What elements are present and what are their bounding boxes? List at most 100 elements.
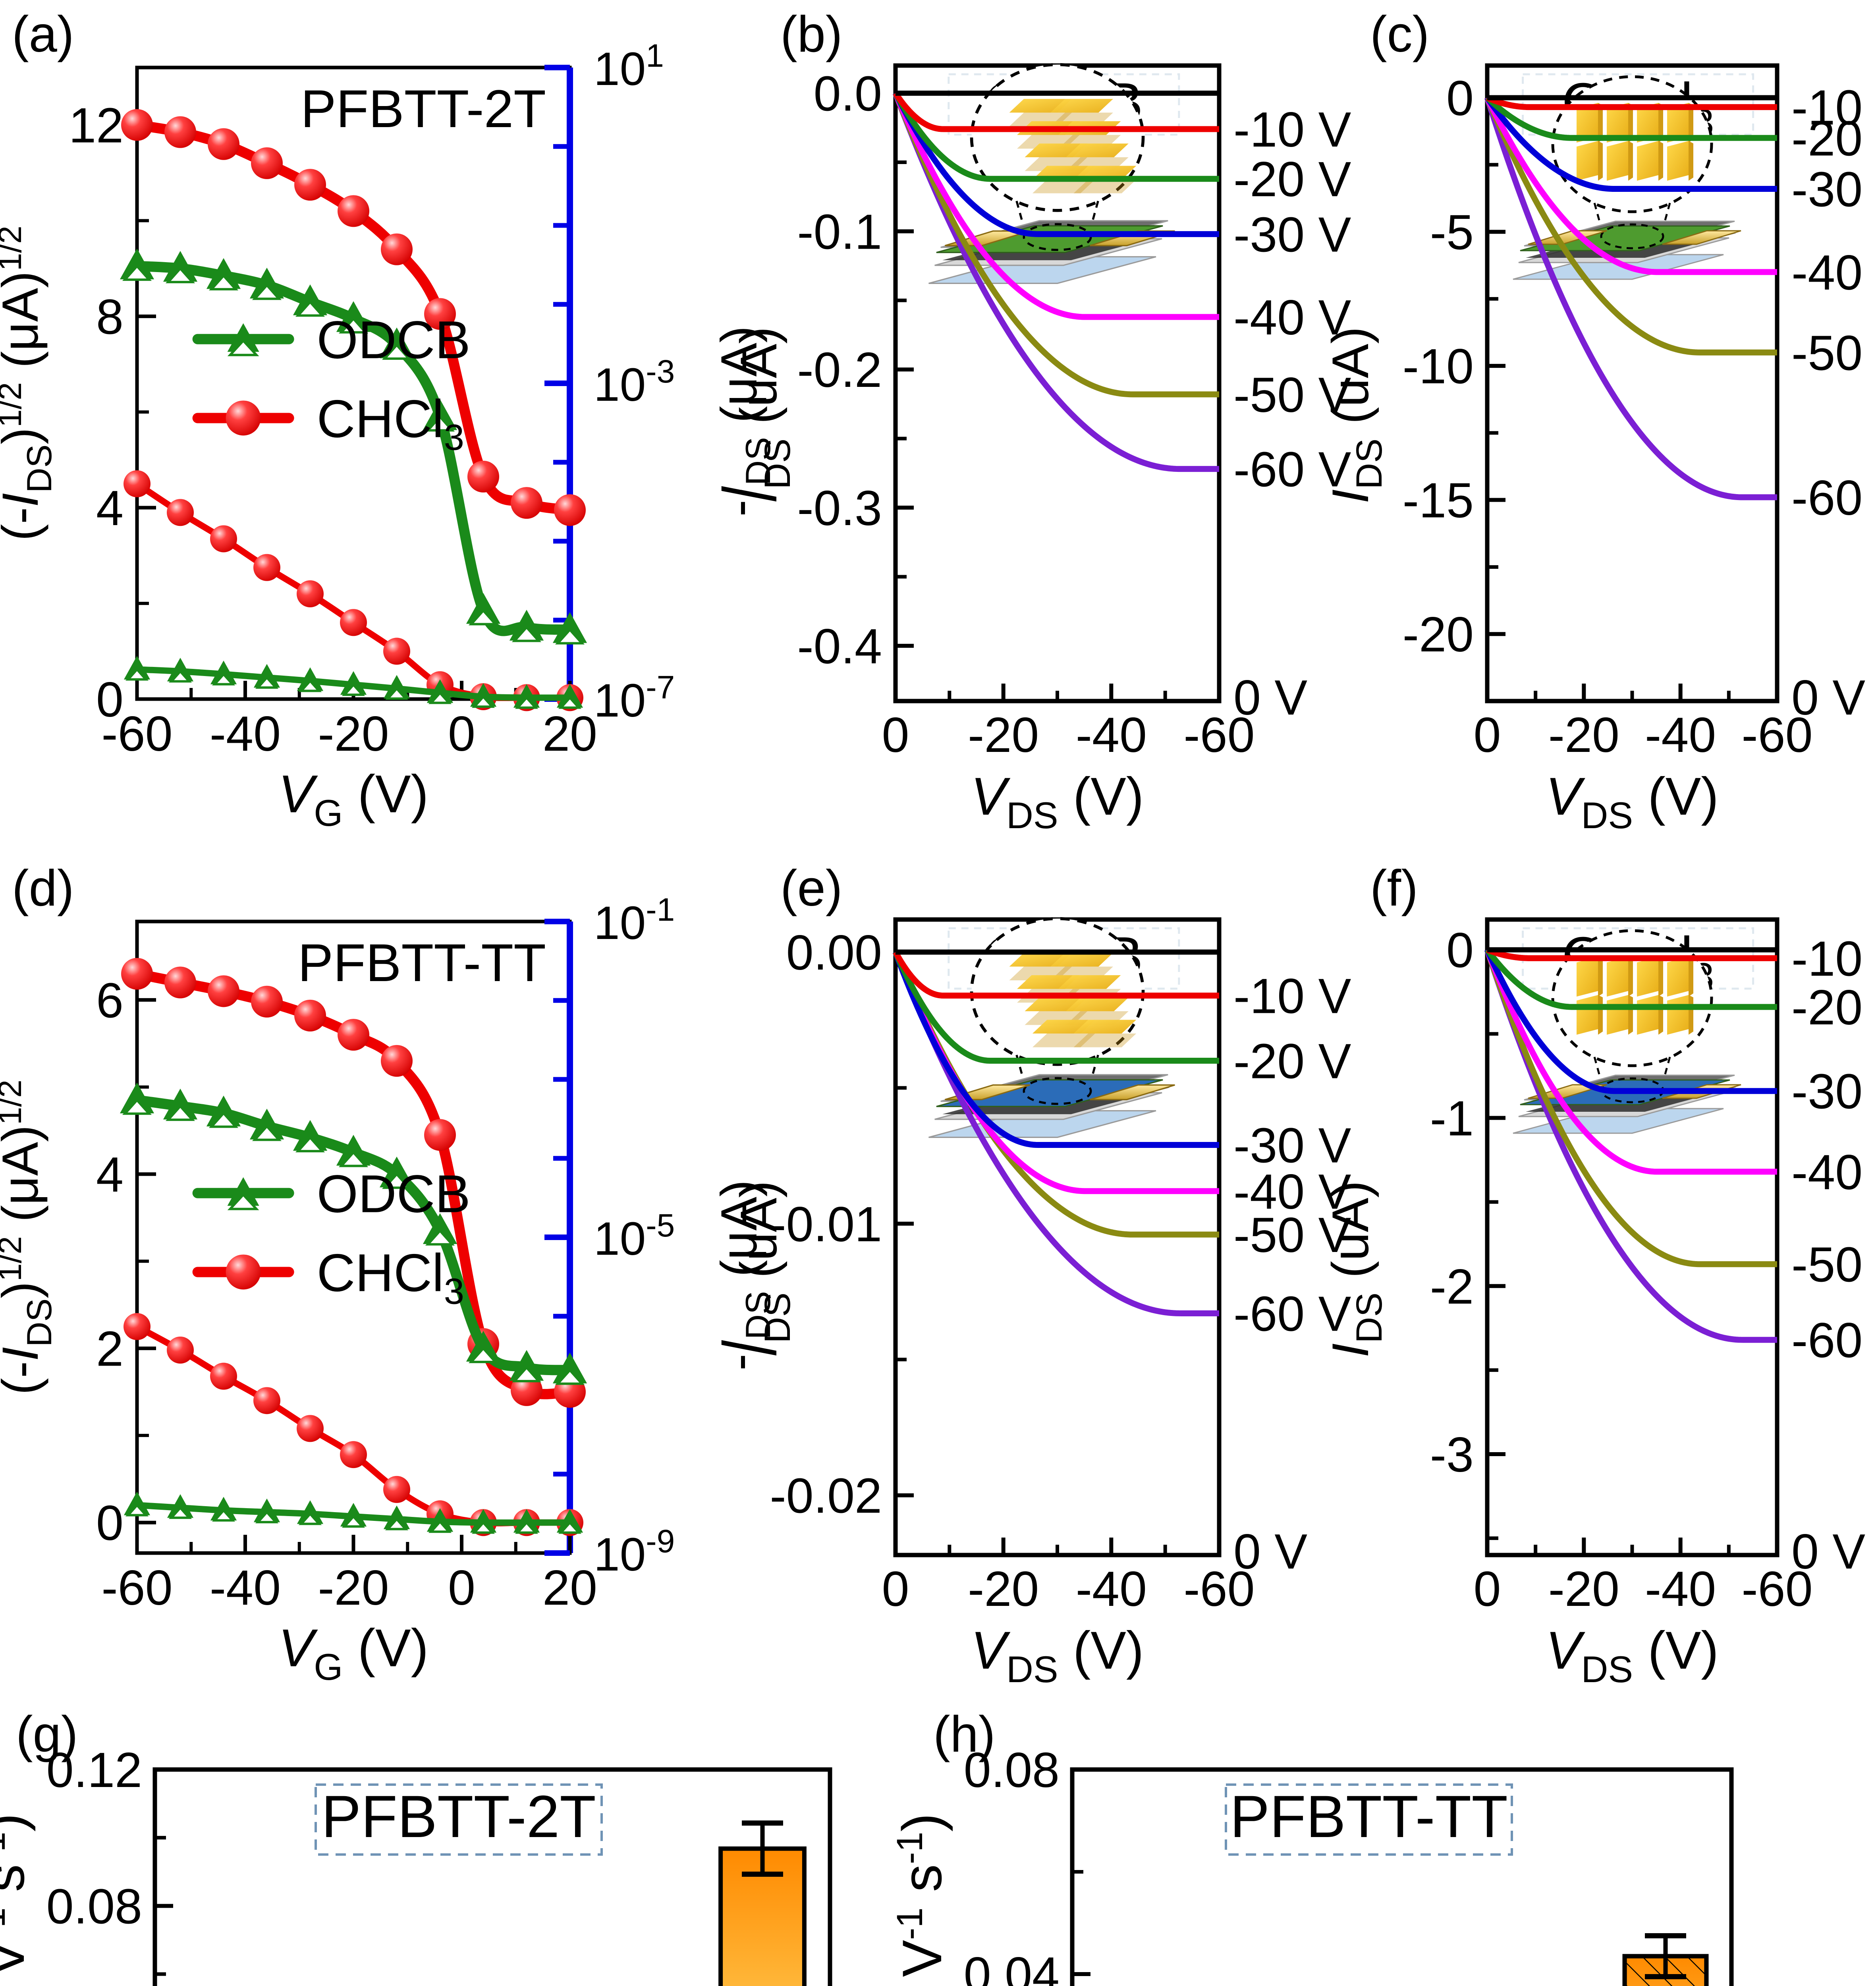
x-tick-label: -40 xyxy=(1645,708,1716,763)
y-tick-label: 0.0 xyxy=(814,67,882,122)
vg-curve-label: -20 V xyxy=(1233,152,1351,207)
data-curve xyxy=(893,91,1220,132)
data-point-marker xyxy=(424,298,456,330)
y-tick-label: 2 xyxy=(96,1322,124,1377)
y-axis-label: (-IDS)1/2 (μA)1/2 xyxy=(0,1080,59,1395)
device-schematic-inset xyxy=(1513,929,1741,1134)
legend-marker-odcb-open xyxy=(227,1193,259,1210)
x-tick-label: 0 xyxy=(1474,708,1501,763)
data-point-marker xyxy=(210,525,237,553)
y-axis-label: IDS (uA) xyxy=(1321,326,1390,504)
y-tick-label: -1 xyxy=(1430,1091,1474,1146)
x-tick-label: -20 xyxy=(968,1562,1039,1617)
vg-curve-label: -10 V xyxy=(1233,969,1351,1024)
vg-curve-label: 0 V xyxy=(1233,1524,1307,1579)
x-axis-label: VDS (V) xyxy=(1546,767,1719,836)
x-tick-label: -40 xyxy=(210,1561,281,1615)
data-point-marker xyxy=(467,460,499,493)
data-point-marker-open xyxy=(385,686,409,700)
vg-curve-label: -30 V xyxy=(1233,1119,1351,1173)
data-point-marker xyxy=(383,638,410,665)
data-point-marker-open xyxy=(125,667,149,681)
data-point-marker xyxy=(208,975,239,1007)
y-axis-label: IDS (uA) xyxy=(1321,1180,1390,1358)
y2-axis-label: -IDS (μA) xyxy=(711,1180,778,1370)
data-point-marker-open xyxy=(165,267,195,284)
data-point-marker xyxy=(338,195,369,227)
title-box xyxy=(315,1783,603,1856)
data-curve xyxy=(1484,97,1778,500)
data-point-marker-open xyxy=(125,1503,149,1517)
vg-curve-label: -30 V xyxy=(1791,162,1876,217)
data-curve xyxy=(893,92,1220,320)
packing-motif-face-on xyxy=(1009,953,1137,1047)
panel-label: (d) xyxy=(12,860,74,917)
y2-tick-label: 10-3 xyxy=(594,354,675,411)
legend-marker-odcb xyxy=(227,323,259,352)
data-point-marker-open xyxy=(558,1520,582,1534)
data-point-marker-open xyxy=(511,1366,542,1383)
y2-tick-label: 10-7 xyxy=(594,669,675,727)
y-tick-label: -3 xyxy=(1430,1428,1474,1482)
data-point-marker-open xyxy=(425,1229,455,1246)
data-point-marker xyxy=(208,128,239,160)
panel-label: (g) xyxy=(16,1706,78,1763)
vg-curve-label: -60 V xyxy=(1791,1313,1876,1368)
y-tick-label: 8 xyxy=(96,290,124,344)
source-electrode xyxy=(1528,1084,1607,1099)
x-tick-label: 0 xyxy=(448,1561,475,1615)
x-tick-label: -60 xyxy=(101,707,172,761)
data-point-marker-open xyxy=(385,1517,409,1530)
data-point-marker xyxy=(164,116,196,148)
panel-c: 0-20-40-600-5-10-15-20CHCl3-60 V-50 V-40… xyxy=(1321,63,1876,836)
x-tick-label: -20 xyxy=(968,708,1039,763)
x-tick-label: -60 xyxy=(1741,1562,1812,1617)
data-point-marker-open xyxy=(208,274,239,291)
data-point-marker xyxy=(297,1415,324,1442)
vg-curve-label: -60 V xyxy=(1233,1287,1351,1341)
data-point-marker-open xyxy=(168,1506,192,1519)
y-tick-label: 12 xyxy=(69,99,124,153)
channel-region xyxy=(1600,223,1664,249)
vg-curve-label: -20 V xyxy=(1791,980,1876,1035)
data-point-marker xyxy=(381,233,413,265)
panel-label: (b) xyxy=(780,6,842,63)
data-curve xyxy=(134,1323,573,1526)
vg-curve-label: -10 V xyxy=(1233,102,1351,157)
data-point-marker-open xyxy=(468,609,498,626)
y-axis-label: μ (cm2 V-1 s-1) xyxy=(0,1813,36,1986)
x-axis-label: VG (V) xyxy=(278,765,428,834)
x-tick-label: -40 xyxy=(1076,1562,1147,1617)
data-point-marker-open xyxy=(338,1150,369,1167)
data-point-marker-open xyxy=(295,300,325,317)
x-axis-label: VDS (V) xyxy=(1546,1621,1719,1690)
data-curve xyxy=(893,92,1220,237)
vg-curve-label: -50 V xyxy=(1233,368,1351,423)
y-tick-label: -0.02 xyxy=(770,1469,882,1524)
plot-frame xyxy=(135,66,572,701)
data-point-marker xyxy=(294,999,326,1032)
vg-curve-label: -40 V xyxy=(1233,1165,1351,1219)
y-axis-label: μ (cm2 V-1 s-1) xyxy=(890,1813,953,1986)
data-point-marker-open xyxy=(555,1368,585,1385)
x-tick-label: -20 xyxy=(318,707,389,761)
x-tick-label: 20 xyxy=(542,1561,597,1615)
panel-d: -60 -40 -20 0 20 0 2 4 6 10-1 10-5 10-9 PFBTT-TT ODCB… xyxy=(0,892,778,1688)
vg-curve-label: 0 V xyxy=(1791,670,1865,725)
y-tick-label: 0.12 xyxy=(46,1743,142,1798)
data-point-marker-open xyxy=(342,1515,365,1528)
panel-h: 0.000.040.08PFBTT-TTTCBODCBCBTOLCHCl3Sol… xyxy=(890,1743,1734,1986)
data-curve xyxy=(1486,95,1778,110)
panel-label: (h) xyxy=(933,1706,995,1763)
data-point-marker-open xyxy=(425,415,455,432)
x-axis-label: VDS (V) xyxy=(971,767,1144,836)
y-tick-label: 0.08 xyxy=(964,1743,1060,1798)
data-point-marker xyxy=(340,1441,367,1468)
data-point-marker-open xyxy=(122,264,152,281)
y2-tick-label: 10-1 xyxy=(594,892,675,949)
data-point-marker-open xyxy=(382,1172,412,1189)
x-tick-label: -20 xyxy=(318,1561,389,1615)
panel-title: PFBTT-2T xyxy=(321,1783,596,1850)
legend-marker-odcb xyxy=(227,1177,259,1206)
